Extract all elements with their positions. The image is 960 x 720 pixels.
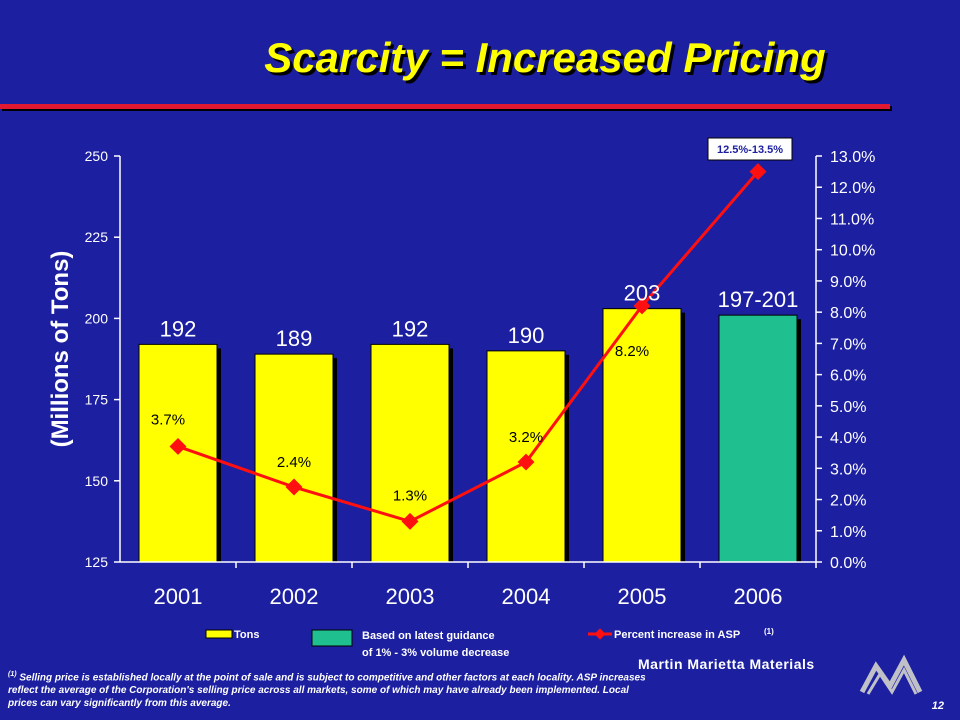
asp-value-label: 2.4%	[277, 454, 311, 471]
asp-value-label: 12.5%-13.5%	[717, 144, 783, 156]
bar-value-label: 189	[276, 326, 313, 351]
line-layer	[169, 163, 767, 530]
right-tick-label: 10.0%	[830, 243, 875, 260]
asp-line	[177, 170, 760, 524]
right-tick-label: 9.0%	[830, 274, 866, 291]
right-tick-label: 3.0%	[830, 461, 866, 478]
asp-value-label: 8.2%	[615, 343, 649, 360]
legend: Tons Based on latest guidance of 1% - 3% v…	[205, 627, 774, 659]
asp-point-2006	[749, 163, 767, 181]
asp-value-label: 1.3%	[393, 487, 427, 504]
title-divider	[0, 104, 890, 109]
bar-value-label: 192	[160, 316, 197, 341]
page-number: 12	[931, 700, 944, 712]
asp-point-2001	[169, 437, 187, 455]
asp-point-2002	[285, 478, 303, 496]
legend-tons-swatch	[205, 629, 233, 639]
chart: 125 150 175 200 225 250 0.0% 1.0% 2.0% 3.0% 4.0% 5.…	[47, 137, 875, 659]
asp-point-2005	[633, 297, 651, 315]
legend-guidance-label-1: Based on latest guidance	[362, 630, 495, 642]
company-name: Martin Marietta Materials	[638, 656, 815, 672]
footnote-marker: (1)	[8, 671, 17, 678]
left-tick-label: 150	[85, 473, 109, 489]
bar-2006	[718, 314, 798, 563]
asp-value-label: 3.2%	[509, 429, 543, 446]
bar-value-label: 197-201	[718, 287, 799, 312]
left-tick-label: 250	[85, 148, 109, 164]
legend-asp-footnote-marker: (1)	[764, 627, 774, 636]
right-tick-label: 12.0%	[830, 180, 875, 197]
x-tick-label: 2005	[618, 584, 667, 609]
left-tick-label: 200	[85, 310, 109, 326]
x-tick-label: 2004	[502, 584, 551, 609]
legend-tons-label: Tons	[234, 629, 259, 641]
left-tick-label: 175	[85, 392, 109, 408]
footnote: (1) Selling price is established locally…	[8, 668, 648, 710]
x-tick-label: 2006	[734, 584, 783, 609]
right-tick-label: 1.0%	[830, 524, 866, 541]
axes-layer: 125 150 175 200 225 250 0.0% 1.0% 2.0% 3.0% 4.0% 5.…	[47, 148, 875, 609]
right-tick-label: 4.0%	[830, 430, 866, 447]
legend-guidance-swatch	[311, 629, 353, 647]
left-tick-label: 225	[85, 229, 109, 245]
company-logo-icon	[859, 654, 923, 695]
right-tick-label: 13.0%	[830, 149, 875, 166]
bars-layer	[138, 308, 801, 563]
x-tick-label: 2001	[154, 584, 203, 609]
right-tick-label: 5.0%	[830, 399, 866, 416]
asp-callout-box	[707, 137, 793, 161]
x-tick-label: 2003	[386, 584, 435, 609]
bar-2005	[602, 308, 682, 563]
right-tick-label: 2.0%	[830, 493, 866, 510]
y-axis-title: (Millions of Tons)	[47, 251, 74, 448]
bar-value-label: 190	[508, 323, 545, 348]
right-tick-label: 6.0%	[830, 368, 866, 385]
bar-2002	[254, 353, 334, 563]
legend-asp-marker	[594, 628, 606, 640]
legend-guidance-label-2: of 1% - 3% volume decrease	[362, 647, 509, 659]
asp-point-2003	[401, 512, 419, 530]
legend-asp-label: Percent increase in ASP	[614, 629, 740, 641]
bar-value-label: 203	[624, 281, 661, 306]
left-tick-label: 125	[85, 554, 109, 570]
right-tick-label: 11.0%	[830, 211, 874, 228]
footnote-text: Selling price is established locally at …	[8, 672, 646, 710]
right-tick-label: 8.0%	[830, 305, 866, 322]
label-layer: 192 189 192 190 203 197-201 3.7% 2.4% 1.3% 3.2% 8.…	[151, 137, 799, 504]
right-tick-label: 7.0%	[830, 336, 866, 353]
right-tick-label: 0.0%	[830, 555, 866, 572]
asp-point-2004	[517, 453, 535, 471]
x-tick-label: 2002	[270, 584, 319, 609]
asp-value-label: 3.7%	[151, 411, 185, 428]
slide-title: Scarcity = Increased Pricing	[264, 34, 826, 81]
bar-value-label: 192	[392, 316, 429, 341]
